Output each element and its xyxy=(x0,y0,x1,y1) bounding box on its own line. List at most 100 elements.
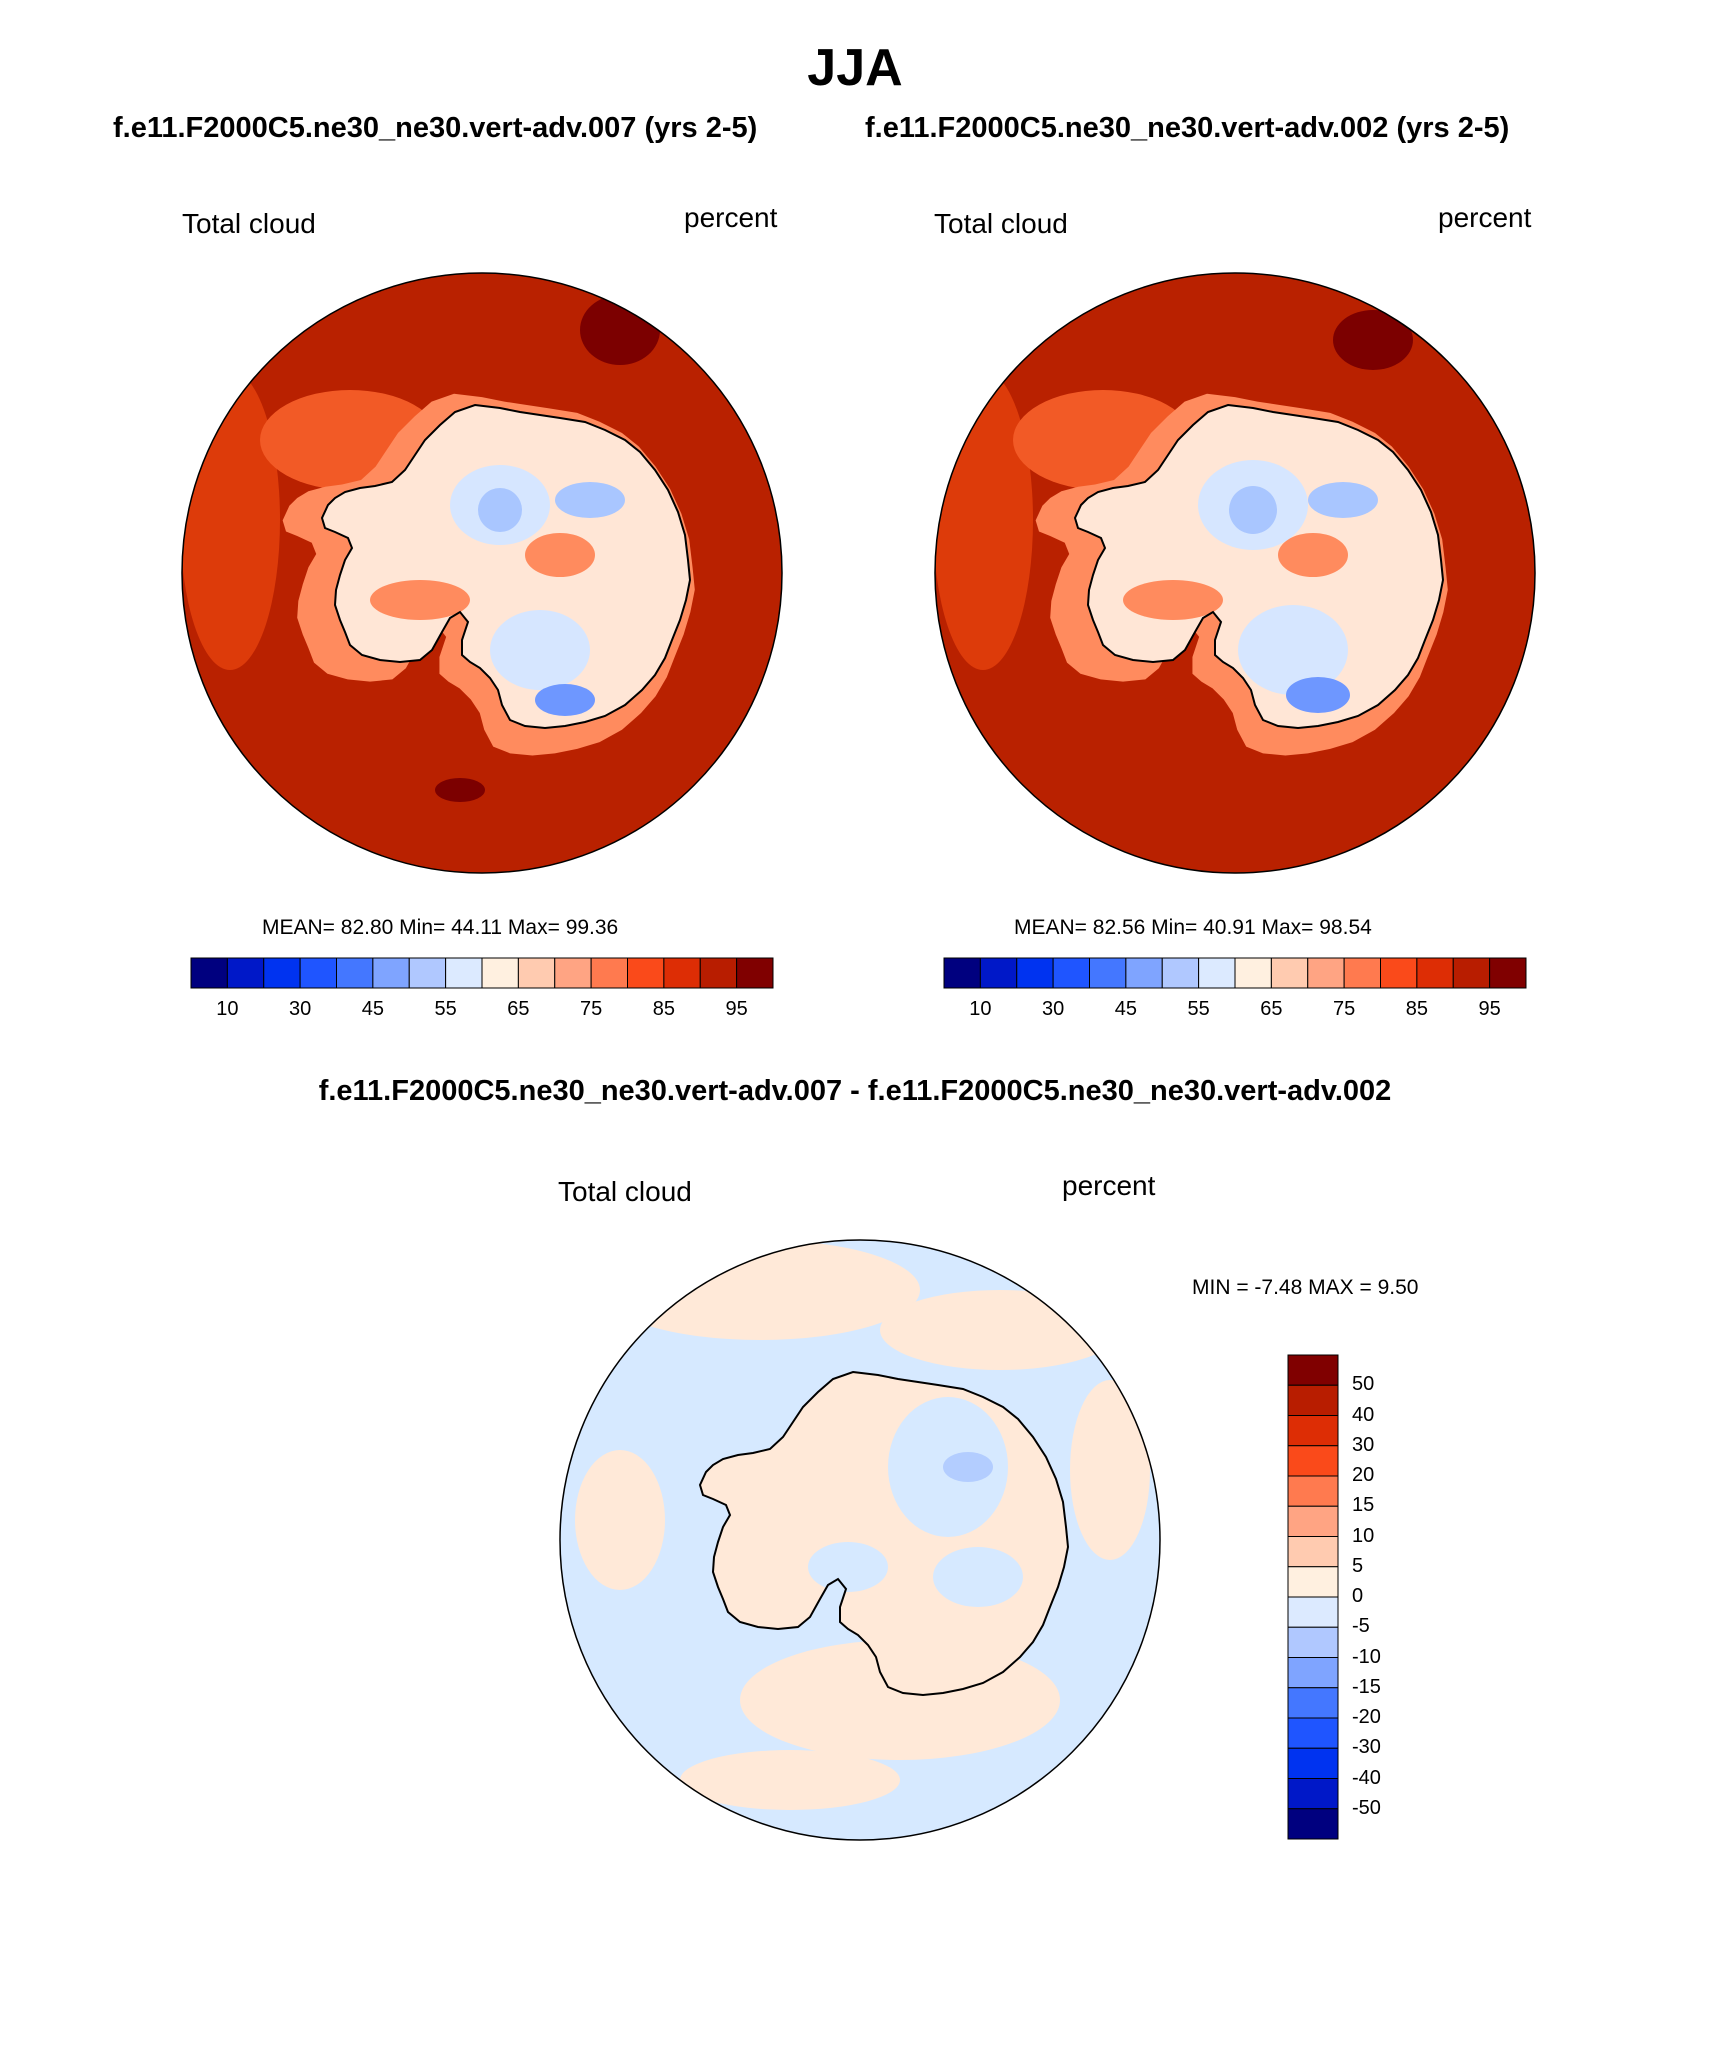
colorbar-swatch xyxy=(663,957,701,989)
colorbar-tick-label: 0 xyxy=(1352,1585,1364,1607)
colorbar-swatch xyxy=(481,957,519,989)
colorbar-swatch xyxy=(699,957,738,989)
colorbar-swatch xyxy=(1198,957,1236,989)
difference-title: f.e11.F2000C5.ne30_ne30.vert-adv.007 - f… xyxy=(318,1075,1392,1107)
variable-label-left: Total cloud xyxy=(182,208,316,239)
colorbar-swatch xyxy=(943,957,981,989)
colorbar-tick-label: 20 xyxy=(1352,1464,1375,1486)
colorbar-swatch xyxy=(1287,1657,1339,1689)
colorbar-tick-label: 30 xyxy=(1042,998,1065,1020)
stats-left: MEAN= 82.80 Min= 44.11 Max= 99.36 xyxy=(262,916,619,939)
colorbar-swatch xyxy=(736,957,774,989)
colorbar-tick-label: 5 xyxy=(1352,1554,1364,1577)
colorbar-swatch xyxy=(226,957,265,989)
colorbar-right xyxy=(943,957,1527,989)
colorbar-swatch xyxy=(1416,957,1454,989)
colorbar-swatch xyxy=(627,957,665,989)
colorbar-swatch xyxy=(336,957,374,989)
colorbar-swatch xyxy=(1125,957,1163,989)
colorbar-tick-label: 15 xyxy=(1352,1494,1375,1517)
colorbar-swatch xyxy=(190,957,228,989)
colorbar-left xyxy=(190,957,774,989)
contour-patch xyxy=(575,1450,665,1590)
colorbar-tick-label: 75 xyxy=(1333,998,1356,1020)
contour-patch xyxy=(580,295,660,365)
colorbar-tick-label: 30 xyxy=(289,998,312,1020)
colorbar-swatch xyxy=(1287,1687,1339,1719)
map-boundary-left xyxy=(181,272,783,874)
contour-patch xyxy=(182,370,280,670)
colorbar-tick-label: 50 xyxy=(1352,1373,1375,1396)
colorbar-swatch xyxy=(1287,1475,1339,1507)
stats-diff: MIN = -7.48 MAX = 9.50 xyxy=(1192,1276,1419,1299)
colorbar-swatch xyxy=(408,957,447,989)
stats-right: MEAN= 82.56 Min= 40.91 Max= 98.54 xyxy=(1014,916,1372,939)
colorbar-swatch xyxy=(1307,957,1345,989)
colorbar-swatch xyxy=(1287,1808,1339,1840)
map-boundary-diff xyxy=(559,1239,1161,1841)
contour-patch xyxy=(535,684,595,716)
colorbar-tick-label: 95 xyxy=(725,998,748,1020)
units-label-left: percent xyxy=(684,202,778,233)
colorbar-swatch xyxy=(299,957,337,989)
colorbar-swatch xyxy=(590,957,628,989)
colorbar-swatch xyxy=(1287,1778,1339,1810)
contour-patch xyxy=(478,488,522,532)
colorbar-tick-label: 10 xyxy=(969,998,992,1020)
colorbar-tick-label: 30 xyxy=(1352,1433,1375,1456)
contour-patch xyxy=(935,370,1033,670)
colorbar-tick-label: 10 xyxy=(216,998,239,1020)
contour-patch xyxy=(490,610,590,690)
units-label-right: percent xyxy=(1438,202,1532,233)
colorbar-swatch xyxy=(1287,1596,1339,1628)
figure-title: JJA xyxy=(807,39,903,97)
colorbar-swatch xyxy=(1287,1747,1339,1779)
colorbar-swatch xyxy=(263,957,301,989)
colorbar-tick-label: 85 xyxy=(652,998,675,1020)
colorbar-tick-label: -5 xyxy=(1352,1615,1370,1638)
variable-label-diff: Total cloud xyxy=(558,1176,692,1207)
colorbar-swatch xyxy=(1287,1505,1339,1537)
contour-patch xyxy=(600,1240,920,1340)
contour-patch xyxy=(1308,482,1378,518)
contour-patch xyxy=(808,1542,888,1592)
colorbar-tick-label: -20 xyxy=(1352,1706,1381,1728)
colorbar-swatch xyxy=(1287,1626,1339,1658)
colorbar-swatch xyxy=(445,957,483,989)
contour-patch xyxy=(1278,533,1348,577)
colorbar-swatch xyxy=(1287,1717,1339,1749)
contour-patch xyxy=(1229,486,1277,534)
case-title-right: f.e11.F2000C5.ne30_ne30.vert-adv.002 (yr… xyxy=(865,112,1510,144)
colorbar-swatch xyxy=(979,957,1018,989)
colorbar-swatch xyxy=(372,957,410,989)
contour-patch xyxy=(1070,1380,1150,1560)
units-label-diff: percent xyxy=(1062,1170,1156,1201)
colorbar-tick-label: 55 xyxy=(1187,998,1210,1020)
colorbar-tick-label: 65 xyxy=(1260,998,1283,1020)
colorbar-swatch xyxy=(1234,957,1272,989)
colorbar-tick-label: 55 xyxy=(434,998,457,1020)
colorbar-tick-label: 45 xyxy=(361,998,384,1020)
colorbar-diff xyxy=(1287,1354,1339,1840)
map-boundary-right xyxy=(934,272,1536,874)
contour-patch xyxy=(1333,310,1413,370)
map-case-left xyxy=(182,273,782,873)
contour-patch xyxy=(680,1750,900,1810)
variable-label-right: Total cloud xyxy=(934,208,1068,239)
colorbar-tick-label: 45 xyxy=(1114,998,1137,1020)
contour-patch xyxy=(370,580,470,620)
colorbar-tick-label: -30 xyxy=(1352,1736,1381,1759)
colorbar-tick-label: 65 xyxy=(507,998,530,1020)
colorbar-swatch xyxy=(1287,1536,1339,1568)
colorbar-tick-label: -10 xyxy=(1352,1645,1381,1668)
colorbar-tick-label: -50 xyxy=(1352,1796,1381,1819)
contour-patch xyxy=(933,1547,1023,1607)
colorbar-tick-label: 95 xyxy=(1478,998,1501,1020)
colorbar-tick-label: 40 xyxy=(1352,1403,1375,1426)
colorbar-swatch xyxy=(1089,957,1127,989)
case-title-left: f.e11.F2000C5.ne30_ne30.vert-adv.007 (yr… xyxy=(113,112,758,144)
map-difference xyxy=(560,1240,1160,1840)
colorbar-swatch xyxy=(1270,957,1309,989)
contour-patch xyxy=(525,533,595,577)
